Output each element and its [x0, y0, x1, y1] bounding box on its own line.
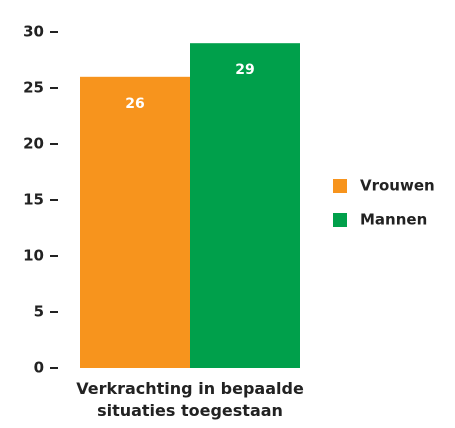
x-tick-label: Verkrachting in bepaalde situaties toege… — [76, 379, 304, 420]
y-tick-label: 0 — [34, 359, 44, 377]
y-tick-label: 25 — [23, 79, 44, 97]
legend-swatch — [333, 179, 347, 193]
y-tick-label: 20 — [23, 135, 44, 153]
legend-label: Mannen — [360, 211, 427, 229]
y-tick-label: 5 — [34, 303, 44, 321]
y-tick-label: 10 — [23, 247, 44, 265]
y-tick-label: 30 — [23, 23, 44, 41]
y-tick-label: 15 — [23, 191, 44, 209]
legend-label: Vrouwen — [360, 177, 435, 195]
value-label: 29 — [235, 62, 254, 78]
value-label: 26 — [125, 96, 144, 112]
bar — [190, 43, 300, 368]
legend-swatch — [333, 213, 347, 227]
bar — [80, 76, 190, 369]
